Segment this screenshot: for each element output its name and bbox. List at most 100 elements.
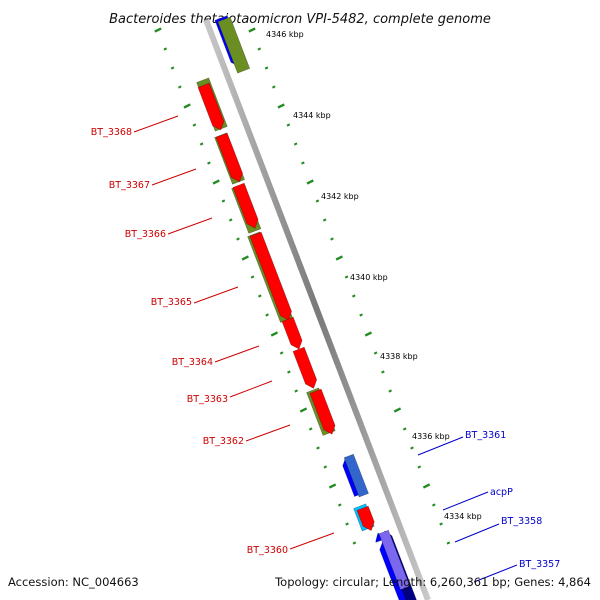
tick-dot (264, 66, 269, 70)
tick-dash (335, 255, 343, 261)
tick-dot (330, 237, 334, 241)
tick-dot (207, 161, 211, 165)
tick-dot (417, 465, 422, 469)
tick-dot (344, 275, 349, 279)
tick-dot (446, 541, 451, 545)
tick-dash (248, 27, 256, 33)
tick-dash (422, 483, 431, 489)
genome-backbone (203, 18, 431, 600)
tick-dot (316, 446, 320, 450)
gene-label[interactable]: BT_3367 (109, 180, 150, 191)
tick-dash (270, 331, 279, 337)
gene-feature-block (343, 453, 369, 498)
tick-dash (212, 179, 220, 185)
gene-label[interactable]: BT_3363 (187, 394, 228, 405)
tick-dash (306, 179, 314, 185)
gene-leader-line (454, 523, 500, 543)
tick-dot (352, 541, 357, 545)
gene-leader-line (214, 345, 260, 363)
gene-feature-block (378, 529, 411, 591)
gene-feature-block (356, 505, 375, 532)
tick-dot (228, 218, 233, 222)
gene-leader-line (442, 491, 489, 511)
kbp-tick-label: 4346 kbp (266, 30, 304, 39)
tick-dot (315, 199, 320, 203)
tick-dot (272, 85, 276, 89)
tick-dash (277, 103, 285, 109)
genome-summary-text: Topology: circular; Length: 6,260,361 bp… (274, 575, 591, 589)
gene-label[interactable]: BT_3360 (247, 545, 288, 556)
kbp-tick-label: 4342 kbp (321, 192, 359, 201)
tick-dot (373, 351, 378, 355)
gene-feature-block (281, 316, 303, 350)
tick-dot (265, 313, 269, 317)
gene-feature-block (197, 82, 225, 131)
tick-dot (199, 142, 204, 146)
gene-label[interactable]: BT_3358 (501, 516, 542, 527)
tick-dot (388, 389, 392, 393)
gene-label[interactable]: BT_3368 (91, 127, 132, 138)
tick-dash (364, 331, 373, 337)
tick-dash (328, 483, 337, 489)
tick-dot (352, 294, 356, 298)
gene-feature-block (217, 16, 251, 74)
tick-dash (241, 255, 249, 261)
gene-labels-left: BT_3368 BT_3367 BT_3366 BT_3365 BT_3364 … (91, 115, 335, 556)
tick-dot (250, 275, 255, 279)
gene-leader-line (229, 380, 273, 398)
tick-dot (402, 427, 407, 431)
tick-dot (338, 503, 342, 507)
tick-dash (299, 407, 308, 413)
tick-dash-track (154, 27, 357, 545)
tick-dot (439, 522, 443, 526)
tick-dot (258, 294, 262, 298)
gene-label[interactable]: BT_3366 (125, 229, 166, 240)
tick-dot (279, 351, 284, 355)
tick-dot (323, 465, 328, 469)
gene-label[interactable]: BT_3361 (465, 430, 506, 441)
tick-dot (286, 123, 291, 127)
tick-dot (257, 47, 262, 51)
tick-dot (294, 389, 298, 393)
gene-feature-block (232, 182, 259, 229)
tick-dot (322, 218, 327, 222)
accession-text: Accession: NC_004663 (8, 575, 139, 589)
map-title: Bacteroides thetaiotaomicron VPI-5482, c… (109, 12, 491, 27)
tick-dot (359, 313, 363, 317)
tick-dot (192, 123, 197, 127)
tick-dot (221, 199, 226, 203)
kbp-tick-label: 4344 kbp (293, 111, 331, 120)
tick-dash (183, 103, 191, 109)
tick-dot (287, 370, 291, 374)
tick-dot (432, 503, 436, 507)
gene-label[interactable]: BT_3364 (172, 357, 213, 368)
tick-dot (301, 161, 305, 165)
gene-leader-line (193, 286, 239, 304)
gene-label[interactable]: BT_3365 (151, 297, 192, 308)
gene-leader-line (289, 532, 335, 550)
tick-dash (393, 407, 402, 413)
tick-dash (154, 27, 162, 33)
gene-label[interactable]: BT_3357 (519, 559, 560, 570)
tick-dot (381, 370, 385, 374)
kbp-tick-label: 4340 kbp (350, 273, 388, 282)
kbp-tick-label: 4334 kbp (444, 512, 482, 521)
tick-dot (410, 446, 414, 450)
tick-dot (308, 427, 313, 431)
gene-label[interactable]: acpP (490, 487, 513, 498)
tick-dot (236, 237, 240, 241)
gene-leader-line (417, 436, 464, 456)
gene-leader-line (245, 424, 291, 442)
gene-label[interactable]: BT_3362 (203, 436, 244, 447)
gene-labels-right: BT_3361 acpP BT_3358 BT_3357 (417, 430, 560, 583)
gene-leader-line (133, 115, 179, 133)
tick-dot (170, 66, 175, 70)
tick-dot (178, 85, 182, 89)
kbp-tick-label: 4336 kbp (412, 432, 450, 441)
kbp-tick-label: 4338 kbp (380, 352, 418, 361)
tick-dot (163, 47, 168, 51)
gene-leader-line (473, 564, 518, 583)
gene-feature-block (215, 132, 243, 183)
tick-dot (345, 522, 349, 526)
kbp-axis: 4346 kbp 4344 kbp 4342 kbp 4340 kbp 4338… (266, 30, 482, 521)
